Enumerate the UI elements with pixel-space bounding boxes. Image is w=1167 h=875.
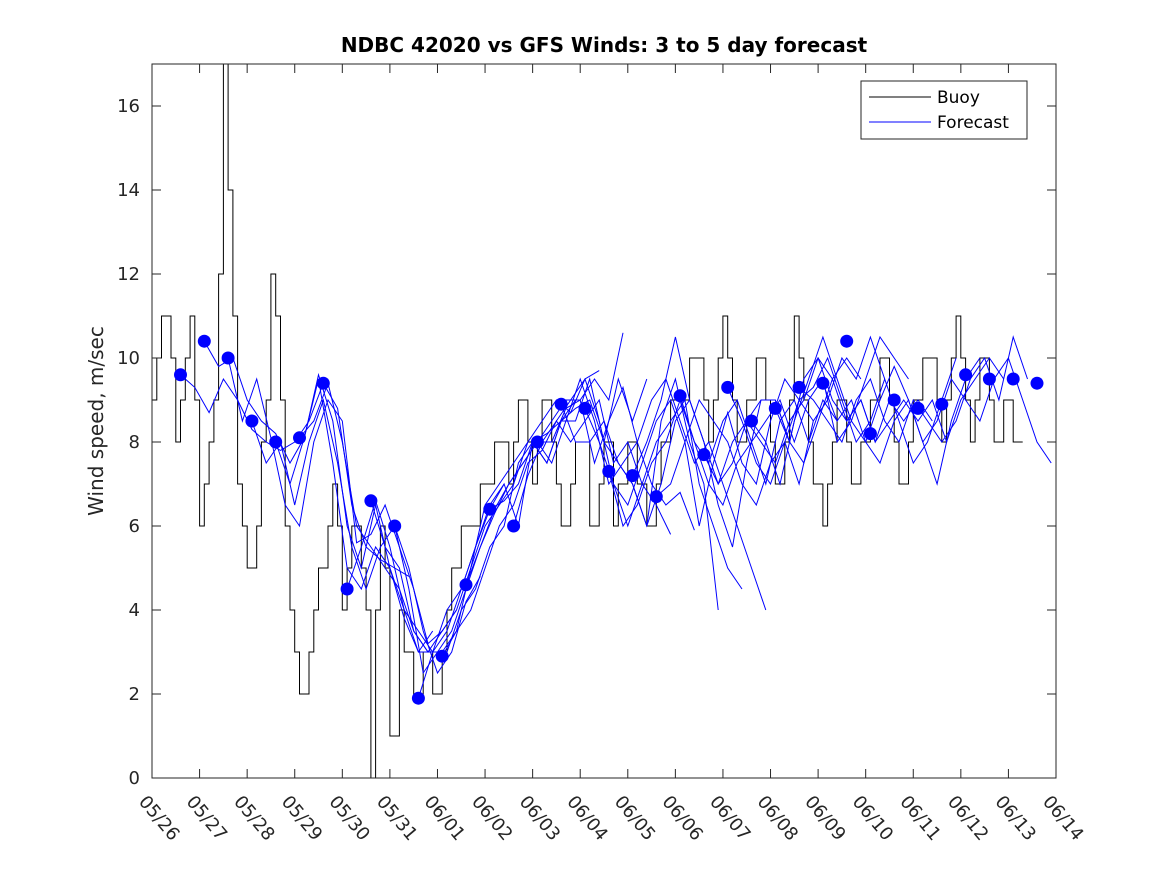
y-tick-label: 0 <box>129 768 140 789</box>
forecast-marker-point <box>959 368 973 382</box>
forecast-marker-point <box>221 351 235 365</box>
forecast-marker-point <box>1030 376 1044 390</box>
forecast-run-line-25 <box>798 335 1028 444</box>
buoy-series-layer <box>152 64 1023 778</box>
y-tick-label: 2 <box>129 684 140 705</box>
forecast-run-line-22 <box>727 356 957 486</box>
forecast-marker-point <box>197 334 211 348</box>
y-tick-label: 6 <box>129 516 140 537</box>
forecast-marker-point <box>792 380 806 394</box>
forecast-run-line-26 <box>822 356 1052 465</box>
forecast-marker-point <box>673 389 687 403</box>
forecast-marker-layer <box>174 334 1044 705</box>
forecast-marker-point <box>269 435 283 449</box>
forecast-marker-point <box>626 469 639 483</box>
forecast-marker-point <box>340 582 354 596</box>
forecast-marker-point <box>507 519 521 533</box>
forecast-run-line-20 <box>679 335 909 507</box>
y-axis-ticks: 0 2 4 6 8 10 12 14 16 <box>117 96 1056 789</box>
forecast-marker-point <box>1006 372 1020 386</box>
legend: Buoy Forecast <box>860 80 1028 140</box>
legend-label-buoy: Buoy <box>937 88 980 108</box>
y-tick-label: 4 <box>129 600 140 621</box>
forecast-run-line-17 <box>608 398 838 528</box>
legend-label-forecast: Forecast <box>937 113 1009 133</box>
forecast-marker-point <box>887 393 901 407</box>
y-tick-label: 14 <box>117 180 140 201</box>
forecast-marker-point <box>745 414 758 428</box>
forecast-marker-point <box>554 397 568 411</box>
forecast-marker-point <box>174 368 187 382</box>
forecast-marker-point <box>578 401 592 415</box>
y-tick-label: 8 <box>129 432 140 453</box>
buoy-series-line <box>152 64 1023 778</box>
forecast-marker-point <box>768 401 782 415</box>
forecast-marker-point <box>863 427 877 441</box>
forecast-marker-point <box>435 649 449 663</box>
forecast-marker-point <box>982 372 996 386</box>
forecast-marker-point <box>388 519 402 533</box>
forecast-marker-point <box>649 490 663 504</box>
forecast-marker-point <box>293 431 306 445</box>
forecast-marker-point <box>530 435 544 449</box>
chart-title: NDBC 42020 vs GFS Winds: 3 to 5 day fore… <box>341 33 868 57</box>
plot-frame <box>151 63 1057 779</box>
forecast-marker-point <box>935 397 949 411</box>
forecast-run-line-2 <box>227 357 457 645</box>
forecast-run-line-1 <box>203 340 434 654</box>
y-axis-label: Wind speed, m/sec <box>84 326 108 516</box>
forecast-marker-point <box>840 334 854 348</box>
legend-box <box>860 80 1028 140</box>
forecast-marker-point <box>364 494 378 508</box>
forecast-marker-point <box>816 376 830 390</box>
forecast-marker-point <box>316 376 330 390</box>
forecast-run-line-19 <box>655 335 886 507</box>
y-tick-label: 10 <box>117 348 140 369</box>
forecast-marker-point <box>483 502 497 516</box>
forecast-marker-point <box>245 414 259 428</box>
forecast-marker-point <box>411 691 425 705</box>
forecast-marker-point <box>721 380 735 394</box>
forecast-marker-point <box>602 464 616 478</box>
forecast-run-line-13 <box>513 377 743 590</box>
forecast-marker-point <box>459 578 473 592</box>
forecast-marker-point <box>911 401 925 415</box>
forecast-marker-point <box>697 448 711 462</box>
y-tick-label: 12 <box>117 264 140 285</box>
forecast-run-line-14 <box>536 377 767 611</box>
y-tick-label: 16 <box>117 96 140 117</box>
